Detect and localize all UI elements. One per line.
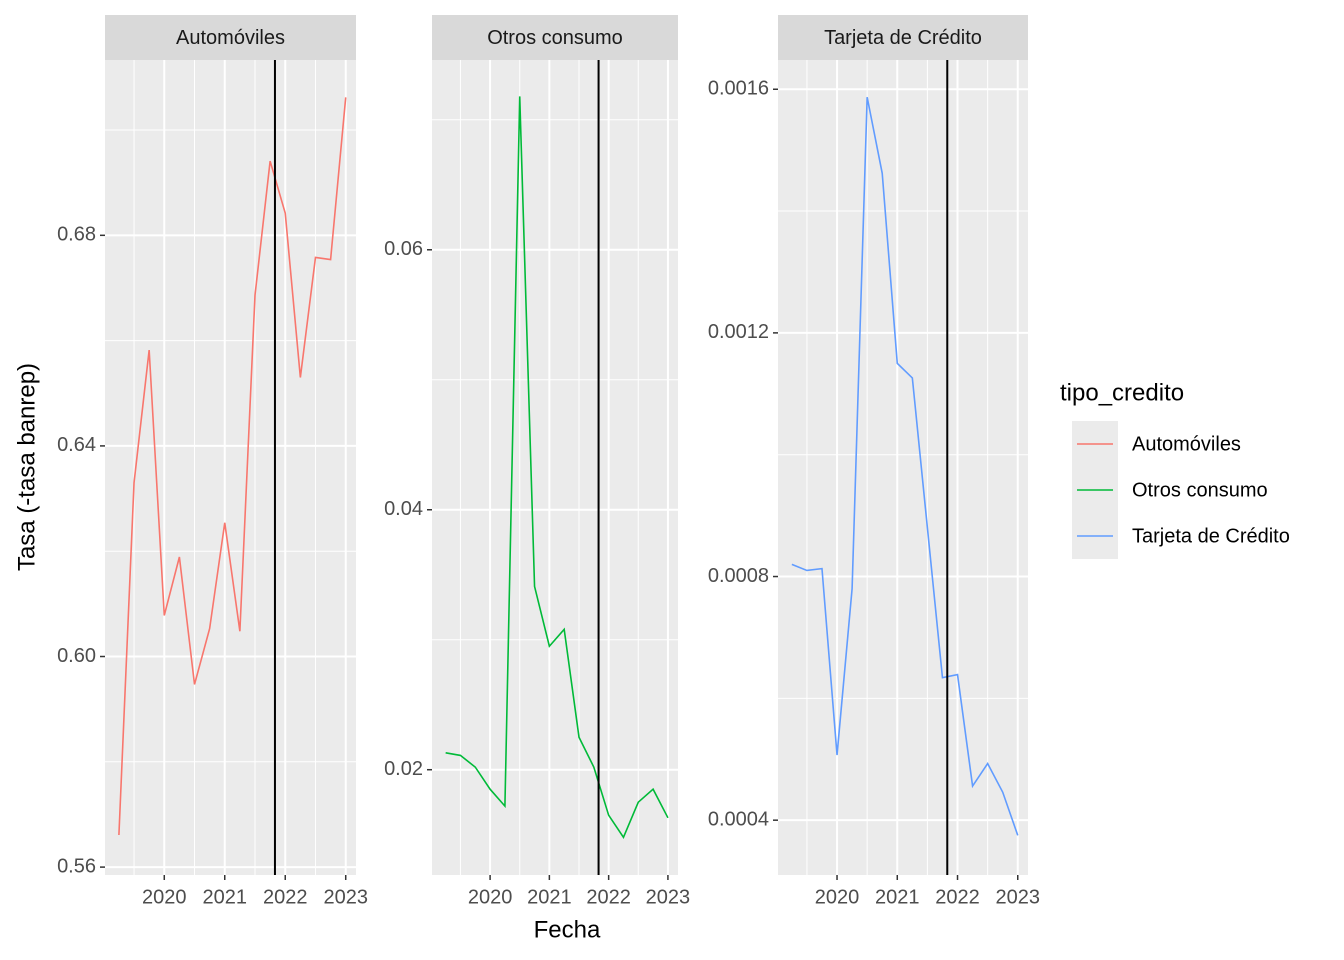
x-tick-label: 2022 xyxy=(586,886,631,908)
panel xyxy=(432,60,678,875)
legend-label: Tarjeta de Crédito xyxy=(1132,525,1290,547)
x-tick-label: 2021 xyxy=(527,886,572,908)
y-tick-label: 0.04 xyxy=(384,498,423,520)
x-tick-label: 2021 xyxy=(203,886,248,908)
line xyxy=(791,97,1019,836)
panel xyxy=(105,60,356,875)
x-tick-label: 2020 xyxy=(815,886,860,908)
strip-title: Automóviles xyxy=(176,27,285,49)
x-tick-label: 2021 xyxy=(875,886,920,908)
strip-title: Otros consumo xyxy=(487,27,623,49)
x-tick-label: 2022 xyxy=(935,886,980,908)
panel xyxy=(778,60,1028,875)
legend-label: Automóviles xyxy=(1132,433,1241,455)
strip xyxy=(778,15,1028,60)
y-tick-label: 0.60 xyxy=(57,645,96,667)
x-tick-label: 2023 xyxy=(646,886,691,908)
y-tick-label: 0.68 xyxy=(57,224,96,246)
y-axis-title: Tasa (-tasa banrep) xyxy=(13,363,40,571)
strip xyxy=(432,15,678,60)
x-tick-label: 2023 xyxy=(996,886,1041,908)
strip xyxy=(105,15,356,60)
y-tick-label: 0.0004 xyxy=(708,808,769,830)
legend-title: tipo_credito xyxy=(1060,379,1184,406)
y-tick-label: 0.0016 xyxy=(708,78,769,100)
strip-title: Tarjeta de Crédito xyxy=(824,27,982,49)
line xyxy=(118,97,347,836)
y-tick-label: 0.56 xyxy=(57,855,96,877)
x-tick-label: 2023 xyxy=(323,886,368,908)
y-tick-label: 0.64 xyxy=(57,434,96,456)
line xyxy=(445,96,669,839)
y-tick-label: 0.06 xyxy=(384,238,423,260)
y-tick-label: 0.0012 xyxy=(708,321,769,343)
legend-label: Otros consumo xyxy=(1132,479,1268,501)
y-tick-label: 0.02 xyxy=(384,758,423,780)
y-tick-label: 0.0008 xyxy=(708,565,769,587)
x-tick-label: 2022 xyxy=(263,886,308,908)
x-tick-label: 2020 xyxy=(468,886,513,908)
x-axis-title: Fecha xyxy=(534,916,601,943)
x-tick-label: 2020 xyxy=(142,886,187,908)
